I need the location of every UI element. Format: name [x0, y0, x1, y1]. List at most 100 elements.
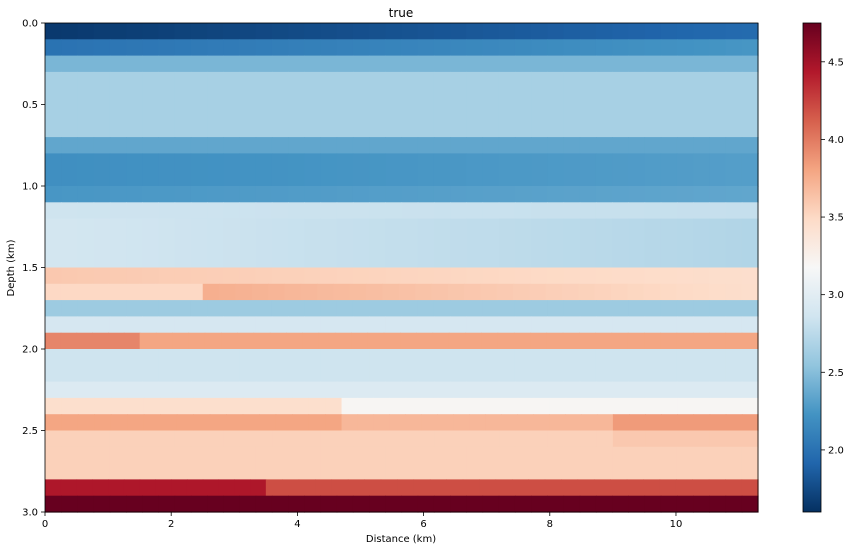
heatmap-cell — [234, 479, 251, 497]
colorbar-tick-label: 4.0 — [828, 135, 844, 146]
heatmap-cell — [207, 23, 224, 40]
heatmap-cell — [223, 186, 241, 203]
heatmap-cell — [417, 218, 435, 269]
heatmap-cell — [531, 39, 548, 57]
heatmap-cell — [209, 414, 227, 432]
heatmap-cell — [142, 39, 160, 57]
heatmap-cell — [547, 55, 565, 73]
heatmap-cell — [433, 39, 451, 57]
heatmap-cell — [174, 495, 192, 513]
heatmap-cell — [174, 316, 192, 334]
heatmap-cell — [255, 349, 273, 383]
heatmap-cell — [61, 430, 79, 448]
heatmap-cell — [464, 283, 481, 301]
heatmap-cell — [93, 137, 111, 154]
heatmap-cell — [563, 349, 581, 383]
heatmap-cell — [578, 283, 596, 301]
heatmap-cell — [450, 39, 467, 57]
heatmap-cell — [174, 55, 192, 73]
heatmap-cell — [317, 283, 334, 301]
heatmap-cell — [496, 283, 514, 301]
heatmap-cell — [725, 414, 743, 432]
heatmap-cell — [93, 71, 111, 138]
heatmap-cell — [579, 71, 597, 138]
heatmap-cell — [483, 430, 500, 448]
heatmap-cell — [533, 397, 551, 415]
heatmap-cell — [495, 479, 513, 497]
heatmap-cell — [693, 349, 710, 383]
heatmap-cell — [693, 300, 710, 317]
heatmap-cell — [109, 39, 127, 57]
heatmap-cell — [186, 283, 204, 301]
y-tick-label: 0.5 — [22, 100, 38, 111]
heatmap-cell — [304, 316, 322, 334]
heatmap-cell — [466, 23, 484, 40]
heatmap-cell — [529, 283, 547, 301]
heatmap-cell — [142, 137, 160, 154]
heatmap-cell — [629, 397, 647, 415]
heatmap-cell — [725, 495, 743, 513]
heatmap-cell — [514, 218, 532, 269]
heatmap-cell — [223, 300, 241, 317]
heatmap-cell — [126, 23, 143, 40]
heatmap-cell — [255, 71, 273, 138]
heatmap-cell — [158, 137, 176, 154]
heatmap-cell — [255, 202, 273, 220]
heatmap-cell — [433, 495, 451, 513]
heatmap-cell — [612, 202, 629, 220]
heatmap-cell — [320, 446, 338, 480]
heatmap-cell — [336, 218, 354, 269]
heatmap-cell — [288, 267, 305, 285]
heatmap-cell — [579, 137, 597, 154]
heatmap-cell — [109, 381, 127, 399]
heatmap-cell — [693, 414, 711, 432]
heatmap-cell — [288, 300, 305, 317]
heatmap-cell — [255, 430, 273, 448]
heatmap-cell — [126, 186, 143, 203]
heatmap-cell — [514, 349, 532, 383]
heatmap-cell — [417, 446, 435, 480]
heatmap-cell — [155, 283, 172, 301]
heatmap-cell — [336, 316, 354, 334]
heatmap-cell — [401, 71, 419, 138]
heatmap-cell — [660, 316, 678, 334]
heatmap-cell — [401, 495, 419, 513]
heatmap-cell — [341, 414, 359, 432]
heatmap-cell — [61, 414, 79, 432]
heatmap-cell — [644, 349, 662, 383]
heatmap-cell — [479, 479, 497, 497]
heatmap-cell — [369, 55, 386, 73]
y-tick-label: 1.0 — [22, 182, 38, 193]
heatmap-cell — [93, 495, 111, 513]
heatmap-cell — [93, 23, 111, 40]
heatmap-cell — [417, 153, 435, 187]
heatmap-cell — [595, 332, 613, 350]
heatmap-cell — [235, 283, 253, 301]
heatmap-cell — [271, 381, 289, 399]
heatmap-cell — [595, 495, 613, 513]
heatmap-cell — [142, 202, 160, 220]
heatmap-cell — [190, 267, 208, 285]
heatmap-cell — [325, 397, 343, 415]
heatmap-cell — [186, 479, 204, 497]
heatmap-cell — [628, 186, 646, 203]
heatmap-cell — [45, 316, 62, 334]
heatmap-cell — [207, 71, 224, 138]
heatmap-cell — [385, 430, 403, 448]
heatmap-cell — [304, 381, 322, 399]
heatmap-cell — [351, 332, 369, 350]
heatmap-cell — [369, 23, 386, 40]
heatmap-cell — [190, 39, 208, 57]
heatmap-cell — [367, 332, 385, 350]
heatmap-cell — [398, 283, 416, 301]
heatmap-cell — [692, 479, 710, 497]
heatmap-cell — [126, 430, 143, 448]
heatmap-cell — [320, 153, 338, 187]
heatmap-cell — [498, 267, 516, 285]
heatmap-cell — [579, 495, 597, 513]
heatmap-cell — [126, 153, 143, 187]
heatmap-cell — [193, 414, 211, 432]
heatmap-cell — [77, 23, 95, 40]
heatmap-cell — [644, 446, 662, 480]
heatmap-cell — [142, 430, 160, 448]
